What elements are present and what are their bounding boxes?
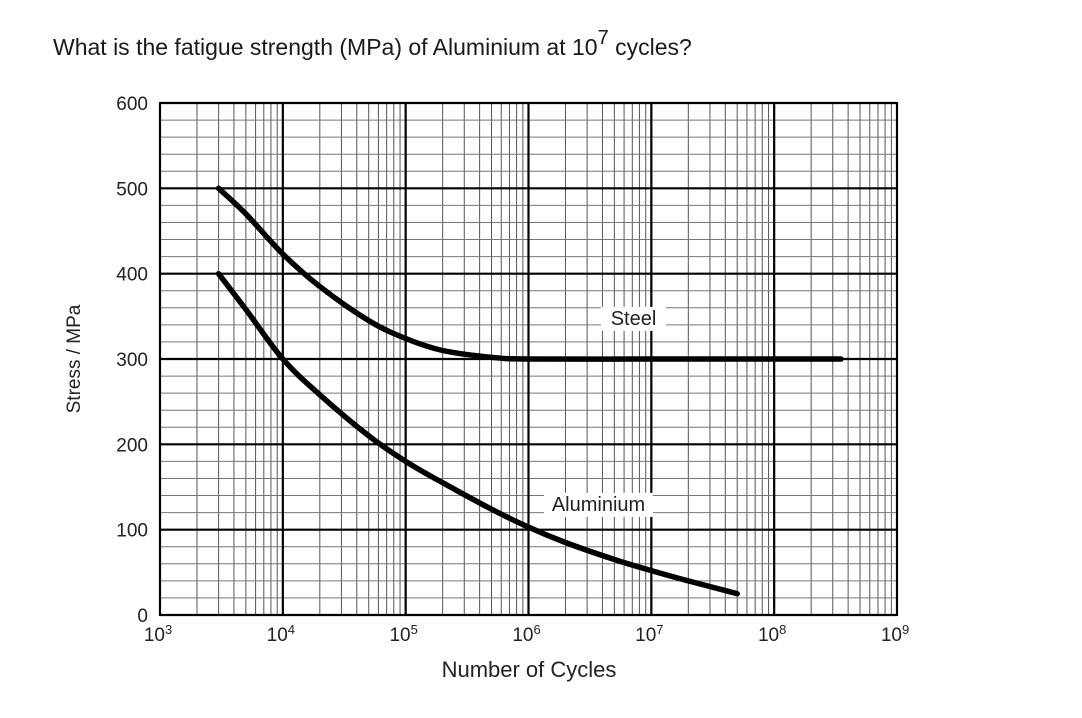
y-tick-label: 300 xyxy=(116,350,148,371)
x-tick-label: 105 xyxy=(389,622,417,646)
y-tick-label: 100 xyxy=(116,521,148,542)
x-tick-labels: 103 104 105 106 107 108 109 xyxy=(144,622,909,646)
x-tick-label: 104 xyxy=(267,622,295,646)
series-label-aluminium: Aluminium xyxy=(552,494,645,516)
series-layer xyxy=(215,185,844,597)
y-axis-label: Stress / MPa xyxy=(64,304,85,413)
series-label-bg xyxy=(544,492,653,517)
question-suffix: cycles? xyxy=(608,34,692,60)
series-label-steel: Steel xyxy=(611,308,657,330)
x-axis-label: Number of Cycles xyxy=(442,657,617,682)
x-tick-label: 109 xyxy=(881,622,909,646)
x-tick-label: 106 xyxy=(512,622,540,646)
series-line-aluminium xyxy=(215,270,740,597)
x-tick-label: 108 xyxy=(758,622,786,646)
series-labels: Steel Aluminium xyxy=(544,306,666,517)
x-tick-label: 107 xyxy=(635,622,663,646)
question-prefix: What is the fatigue strength (MPa) of Al… xyxy=(53,34,598,60)
y-tick-label: 500 xyxy=(116,179,148,200)
question-text: What is the fatigue strength (MPa) of Al… xyxy=(53,27,692,64)
question-exponent: 7 xyxy=(597,27,609,50)
y-tick-label: 400 xyxy=(116,265,148,286)
y-tick-label: 600 xyxy=(116,94,148,115)
y-tick-labels: 0 100 200 300 400 500 600 xyxy=(116,94,148,627)
series-line-steel xyxy=(215,185,844,362)
series-label-bg xyxy=(601,306,666,331)
x-tick-label: 103 xyxy=(144,622,172,646)
y-tick-label: 200 xyxy=(116,435,148,456)
y-tick-label: 0 xyxy=(137,606,148,627)
plot-frame xyxy=(159,102,898,616)
